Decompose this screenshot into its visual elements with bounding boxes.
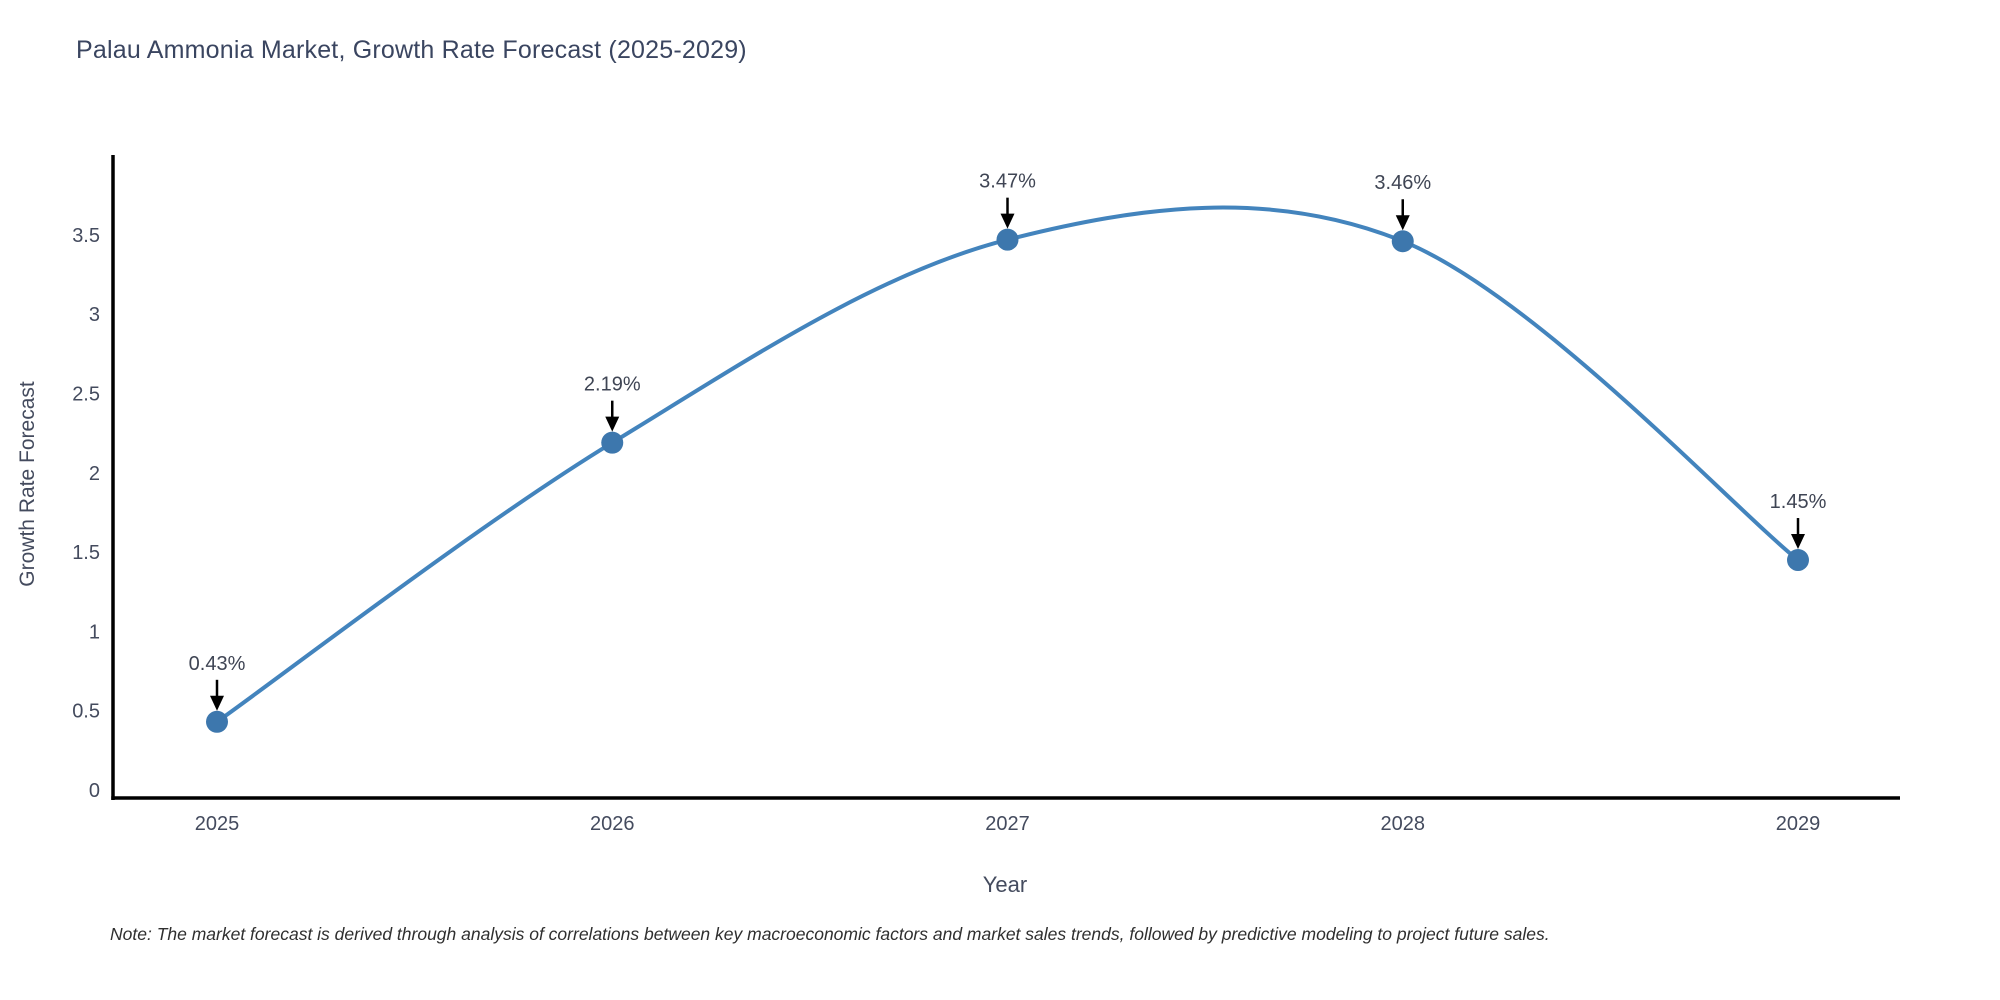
annotation-arrow-head [1791, 534, 1805, 550]
y-tick-label: 1 [89, 621, 100, 643]
forecast-line [215, 205, 1800, 724]
y-tick-label: 0 [89, 780, 100, 802]
y-tick-label: 0.5 [72, 701, 100, 723]
y-tick-label: 2 [89, 463, 100, 485]
data-point-marker[interactable] [996, 228, 1019, 251]
y-tick-label: 2.5 [72, 384, 100, 406]
chart-title: Palau Ammonia Market, Growth Rate Foreca… [76, 36, 747, 64]
x-tick-label: 2025 [195, 813, 240, 835]
annotation-arrow-head [1395, 215, 1410, 231]
x-tick-label: 2027 [985, 813, 1030, 835]
y-tick-label: 3.5 [72, 225, 100, 247]
annotation-arrow-head [1000, 213, 1015, 229]
x-tick-label: 2029 [1776, 813, 1821, 835]
x-tick-label: 2026 [590, 813, 635, 835]
data-point-marker[interactable] [206, 710, 228, 733]
data-point-label: 3.46% [1374, 172, 1431, 194]
y-tick-label: 1.5 [72, 542, 100, 564]
data-point-label: 0.43% [189, 653, 246, 675]
data-point-marker[interactable] [601, 431, 624, 454]
y-tick-label: 3 [89, 304, 100, 326]
x-axis-title: Year [982, 872, 1028, 897]
data-point-label: 2.19% [584, 374, 641, 396]
data-point-marker[interactable] [1391, 230, 1414, 253]
annotation-arrow-head [605, 416, 620, 432]
footnote: Note: The market forecast is derived thr… [110, 924, 1550, 944]
data-point-label: 3.47% [979, 171, 1036, 193]
data-point-marker[interactable] [1787, 549, 1809, 572]
x-tick-label: 2028 [1381, 813, 1426, 835]
annotation-arrow-head [210, 695, 224, 711]
data-point-label: 1.45% [1770, 491, 1827, 513]
